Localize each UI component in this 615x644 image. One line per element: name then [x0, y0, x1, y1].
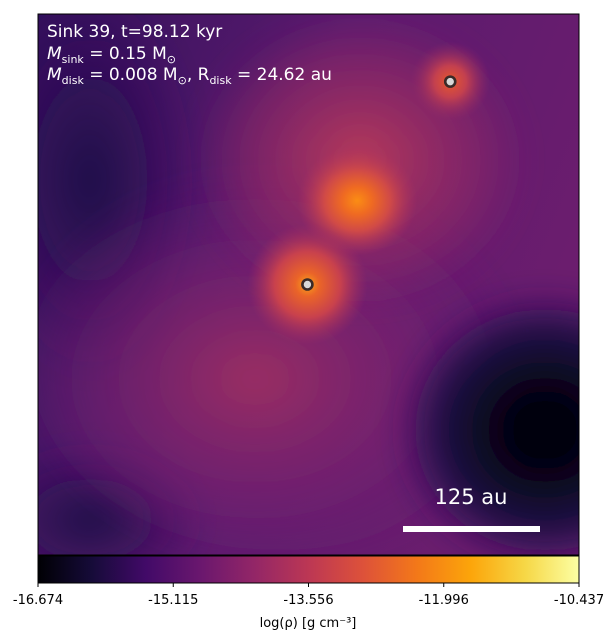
scale-bar [403, 526, 540, 532]
colorbar-tick-label: -10.437 [554, 593, 604, 608]
annotation-disk-mass-value: = 0.008 M [84, 65, 178, 85]
plot-frame [37, 13, 580, 556]
annotation-disk-mass-subscript: disk [62, 74, 85, 87]
sink-primary-marker [301, 278, 314, 291]
void-region [395, 290, 579, 555]
annotation-sink-mass-subscript: sink [62, 53, 85, 66]
colorbar-ticks: -16.674 -15.115 -13.556 -11.996 -10.437 [13, 583, 604, 608]
annotation-disk: Mdisk = 0.008 M⊙, Rdisk = 24.62 au [47, 65, 332, 87]
colorbar-tick-label: -11.996 [419, 593, 469, 608]
annotation-sink-mass: Msink = 0.15 M⊙ [47, 44, 176, 66]
density-map: Sink 39, t=98.12 kyr Msink = 0.15 M⊙ Mdi… [38, 14, 579, 555]
annotation-disk-mass-unit: ⊙ [178, 74, 187, 87]
annotation-disk-mass-symbol: M [47, 65, 62, 85]
colorbar-tick-label: -16.674 [13, 593, 63, 608]
annotation-sink-mass-unit: ⊙ [167, 53, 176, 66]
colorbar-tick-label: -13.556 [283, 593, 333, 608]
scale-bar-label: 125 au [435, 485, 508, 509]
colorbar-tick-label: -15.115 [148, 593, 198, 608]
annotation-title: Sink 39, t=98.12 kyr [47, 22, 222, 42]
annotation-disk-radius-subscript: disk [209, 74, 232, 87]
colorbar [37, 555, 580, 584]
annotation-disk-radius-value: = 24.62 au [232, 65, 332, 85]
colorbar-label: log(ρ) [g cm⁻³] [260, 616, 357, 631]
annotation-sink-mass-value: = 0.15 M [84, 44, 167, 64]
sink-secondary-marker [443, 75, 457, 88]
annotation-sink-mass-symbol: M [47, 44, 62, 64]
annotation-disk-radius-symbol: , R [187, 65, 210, 85]
